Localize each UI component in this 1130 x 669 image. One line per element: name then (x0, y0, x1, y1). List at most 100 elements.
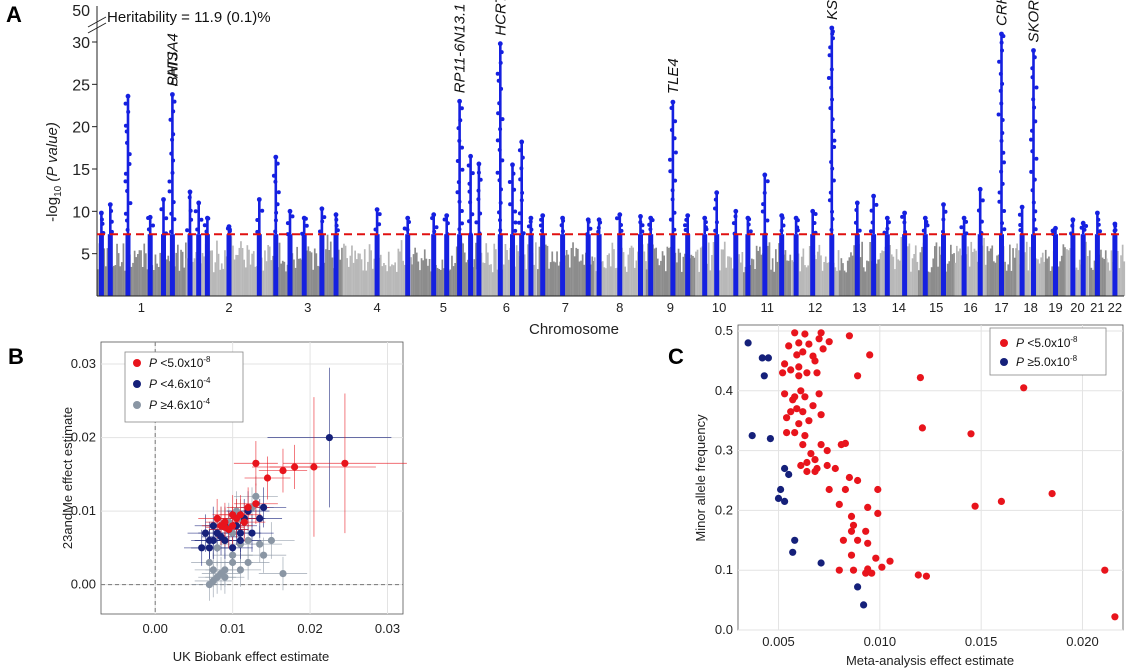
snp-point (124, 129, 129, 134)
gray-bar (861, 241, 863, 296)
snp-point (830, 217, 835, 221)
gray-bar (339, 259, 342, 296)
gray-bar (723, 241, 726, 296)
peak-column (499, 43, 502, 235)
gray-bar (533, 264, 536, 296)
gray-bar (818, 244, 821, 296)
peak-base (273, 234, 279, 296)
snp-point (826, 76, 831, 80)
gray-bar (908, 243, 911, 296)
data-point (831, 464, 839, 473)
gray-bar (124, 270, 126, 296)
legend-exponent: -8 (1070, 354, 1078, 363)
snp-point (100, 221, 105, 226)
snp-point (528, 219, 533, 224)
snp-point (169, 211, 174, 216)
snp-point (478, 211, 483, 216)
snp-point (172, 99, 177, 104)
axis-break-mark (87, 16, 107, 28)
data-point (803, 467, 811, 476)
snp-point (1032, 177, 1037, 182)
snp-point (885, 226, 890, 231)
panel-c-x-label: Meta-analysis effect estimate (846, 653, 1014, 668)
gray-bar (842, 263, 844, 296)
gray-bar (666, 246, 669, 296)
data-point (799, 408, 807, 416)
gray-bar (1086, 256, 1089, 296)
gray-bar (627, 254, 630, 296)
snp-point (813, 212, 818, 216)
peak-base (528, 234, 534, 296)
gray-bar (784, 250, 787, 296)
gray-bar (953, 253, 955, 296)
snp-point (1000, 221, 1004, 226)
snp-point (432, 229, 437, 234)
snp-point (886, 220, 891, 225)
gray-bar (359, 253, 361, 296)
snp-point (827, 53, 832, 58)
gray-bar (851, 255, 854, 296)
snp-point (476, 188, 481, 193)
data-point (779, 369, 787, 377)
data-point (781, 497, 789, 505)
gray-bar (692, 256, 694, 296)
snp-point (467, 219, 471, 224)
gray-bar (719, 270, 721, 296)
gray-bar (693, 257, 696, 296)
data-point (229, 511, 237, 519)
snp-point (713, 206, 717, 211)
peak-base (977, 234, 983, 296)
gray-bar (283, 261, 286, 296)
gray-bar (154, 254, 157, 296)
gray-bar (824, 256, 827, 296)
gray-bar (216, 240, 218, 296)
gray-bar (367, 261, 369, 296)
data-point (866, 351, 874, 359)
snp-point (902, 220, 907, 225)
peak-base (779, 234, 785, 296)
peak-top-point (1095, 210, 1100, 216)
chromosome-tick-label: 9 (667, 300, 674, 315)
gray-bar (219, 269, 221, 296)
gray-bar (973, 248, 976, 296)
snp-point (434, 225, 439, 230)
peak-base (810, 234, 816, 296)
gray-bar (425, 258, 428, 296)
y-tick-label: 0.5 (715, 323, 733, 338)
peak-top-point (638, 214, 643, 219)
gray-bar (473, 259, 476, 296)
gray-bar (268, 246, 271, 296)
snp-point (683, 228, 688, 232)
peak-column (432, 214, 435, 235)
gray-bar (270, 260, 273, 296)
gray-bar (315, 253, 318, 296)
gray-bar (354, 250, 356, 296)
panel-c: C 0.005 0.010 0.015 0.020 0.0 0.1 0.2 0.3 0.4 0.5… (668, 323, 1124, 668)
snp-point (285, 221, 290, 226)
peak-base (125, 234, 131, 296)
snp-point (521, 231, 526, 236)
gray-bar (1012, 248, 1014, 296)
gray-bar (341, 247, 343, 296)
gray-bar (399, 251, 401, 296)
gray-bar (877, 259, 879, 296)
data-point (279, 467, 287, 475)
gray-bar (347, 266, 350, 296)
gray-bar (414, 247, 416, 296)
gray-bar (379, 254, 382, 296)
peak-top-point (301, 215, 307, 221)
gray-bar (235, 254, 237, 296)
peak-base (1094, 234, 1100, 296)
gray-bar (360, 259, 363, 296)
gray-bar (137, 254, 139, 296)
gray-bar (680, 271, 683, 296)
gray-bar (146, 269, 149, 296)
gray-bar (483, 263, 486, 296)
data-point (229, 544, 237, 552)
snp-point (402, 226, 407, 231)
gray-bar (791, 260, 793, 296)
gray-bar (278, 242, 281, 296)
y-tick-label: 0.1 (715, 562, 733, 577)
gray-bar (452, 266, 455, 296)
gray-bar (775, 249, 777, 296)
